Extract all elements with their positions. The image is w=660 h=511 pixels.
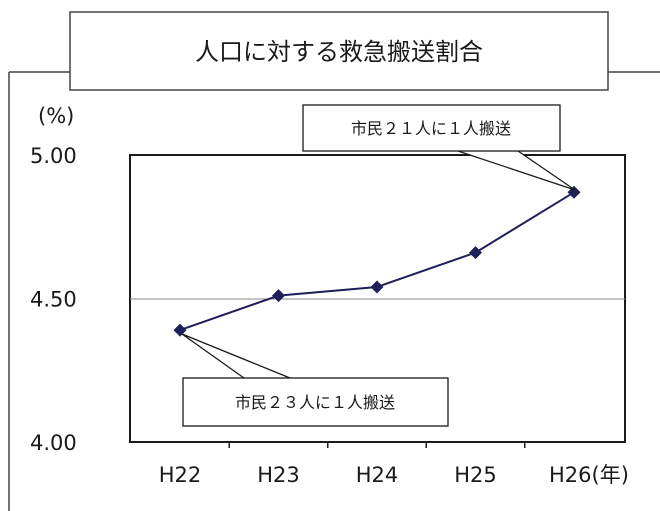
- x-tick-label-h26: H26(年): [549, 463, 629, 487]
- y-tick-label-4-50: 4.50: [30, 288, 77, 312]
- callout-bottom-tail: [181, 333, 291, 379]
- chart-title: 人口に対する救急搬送割合: [195, 38, 483, 66]
- x-tick-label-h25: H25: [454, 463, 497, 487]
- callout-top-tail: [457, 150, 576, 191]
- callout-bottom-text: 市民２３人に１人搬送: [235, 393, 395, 412]
- y-tick-label-5-00: 5.00: [30, 144, 77, 168]
- data-point-h25: [469, 246, 482, 260]
- title-box: [69, 11, 609, 91]
- y-axis-unit-label: (%): [38, 104, 74, 128]
- callout-top-box: [302, 104, 561, 152]
- data-point-h22: [173, 323, 187, 337]
- callout-top-text: 市民２１人に１人搬送: [351, 119, 511, 138]
- data-point-h23: [272, 289, 285, 303]
- x-tick-label-h24: H24: [356, 463, 399, 487]
- x-tick-label-h22: H22: [159, 463, 202, 487]
- y-tick-label-4-00: 4.00: [30, 431, 77, 455]
- x-tick-label-h23: H23: [257, 463, 300, 487]
- x-tick-marks: [228, 442, 526, 448]
- x-tick-label-h26-year: H26: [549, 463, 592, 487]
- callout-bottom-box: [182, 377, 449, 427]
- data-point-h24: [370, 280, 384, 294]
- x-axis-year-suffix: (年): [592, 463, 629, 487]
